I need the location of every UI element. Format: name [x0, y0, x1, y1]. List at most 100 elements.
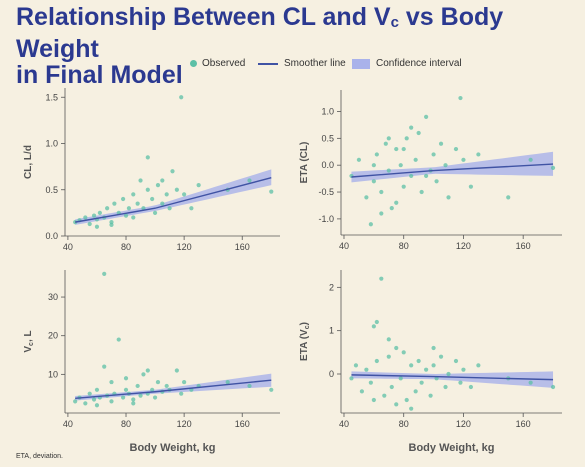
data-point — [453, 358, 459, 364]
data-point — [131, 192, 136, 197]
data-point — [131, 397, 136, 402]
data-point — [431, 152, 436, 157]
y-tick-label: 2 — [329, 282, 334, 292]
title-line1-a: Relationship Between CL and V — [16, 3, 391, 31]
panel-1: 40 80 120 160 0.0 0.5 1.0 1.5 CL, L/d — [23, 88, 280, 252]
y-axis-label-tail: ) — [299, 322, 310, 325]
footnote: ETA, deviation. — [16, 453, 63, 460]
data-point — [359, 389, 365, 394]
y-tick-label: 1.5 — [45, 92, 58, 102]
y-tick-label: 0.0 — [321, 160, 334, 170]
x-tick-label: 40 — [339, 241, 349, 251]
y-tick-label: 30 — [48, 292, 58, 302]
data-point — [196, 183, 201, 188]
smoother-line — [351, 374, 554, 381]
y-axis-label-sub: c — [28, 342, 35, 346]
data-point — [368, 380, 373, 385]
data-point — [371, 397, 376, 403]
legend-ci-label: Confidence interval — [376, 58, 462, 69]
data-point — [73, 399, 78, 404]
data-point — [164, 383, 169, 389]
data-point — [121, 395, 126, 400]
y-tick-label: 0.5 — [321, 133, 334, 143]
x-axis-label: Body Weight, kg — [130, 442, 216, 454]
data-point — [458, 380, 463, 385]
data-point — [431, 345, 436, 351]
x-tick-label: 160 — [516, 241, 531, 251]
data-point — [458, 95, 463, 101]
data-point — [150, 196, 155, 202]
data-point — [409, 173, 414, 179]
data-point — [382, 393, 387, 398]
data-point — [167, 206, 172, 211]
y-tick-label: 0 — [329, 369, 334, 379]
data-point — [87, 391, 92, 396]
data-point — [105, 206, 110, 211]
data-point — [394, 146, 399, 152]
data-point — [150, 387, 155, 392]
data-point — [145, 187, 150, 192]
data-point — [164, 192, 169, 197]
data-point — [404, 136, 409, 141]
x-tick-label: 40 — [339, 419, 349, 429]
y-tick-label: -1.0 — [318, 214, 334, 224]
data-point — [364, 367, 369, 372]
data-point — [155, 183, 161, 188]
data-point — [145, 155, 150, 160]
x-tick-label: 120 — [177, 242, 192, 252]
data-point — [550, 384, 556, 390]
data-point — [121, 196, 126, 202]
y-axis-label-main: ETA (V — [299, 329, 310, 361]
y-tick-label: 1.0 — [321, 106, 334, 116]
legend-observed-label: Observed — [202, 58, 246, 69]
x-tick-label: 160 — [516, 419, 531, 429]
data-point — [371, 163, 376, 168]
data-point — [401, 184, 406, 189]
y-axis-label-main: V — [23, 346, 34, 353]
chart-title: Relationship Between CL and Vc vs Body W… — [16, 4, 576, 88]
data-point — [179, 391, 184, 396]
data-point — [152, 210, 158, 215]
data-point — [87, 221, 92, 227]
data-point — [368, 222, 373, 227]
data-point — [152, 395, 158, 400]
data-point — [109, 222, 114, 227]
data-point — [438, 141, 444, 146]
x-tick-label: 120 — [456, 419, 471, 429]
data-point — [461, 367, 466, 372]
data-point — [446, 195, 451, 200]
data-point — [409, 406, 414, 411]
data-point — [123, 213, 129, 218]
data-point — [179, 95, 184, 100]
data-point — [379, 276, 384, 281]
data-point — [269, 189, 274, 194]
y-tick-label: -0.5 — [318, 187, 334, 197]
smoother-line — [351, 163, 554, 178]
confidence-band-icon — [352, 58, 370, 69]
data-point — [409, 125, 414, 130]
confidence-band — [75, 169, 272, 225]
legend: Observed Smoother line Confidence interv… — [0, 58, 585, 72]
y-tick-label: 20 — [48, 331, 58, 341]
x-tick-label: 80 — [121, 419, 131, 429]
data-point — [374, 152, 379, 157]
x-tick-label: 160 — [235, 242, 250, 252]
data-point — [398, 163, 403, 168]
data-point — [131, 401, 136, 406]
smoother-line — [75, 177, 272, 223]
data-point — [394, 402, 399, 407]
legend-smoother: Smoother line — [258, 58, 346, 69]
data-point — [379, 211, 384, 216]
data-point — [431, 363, 436, 368]
title-line2: in Final Model — [16, 61, 183, 89]
data-point — [424, 114, 429, 119]
x-tick-label: 120 — [177, 419, 192, 429]
legend-observed: Observed — [190, 58, 245, 69]
data-point — [189, 206, 194, 211]
data-point — [413, 389, 418, 394]
y-axis-label-main: ETA (CL) — [299, 142, 310, 184]
data-point — [379, 189, 384, 195]
title-line1-b: vs Body Weight — [16, 3, 504, 63]
data-point — [94, 224, 100, 229]
